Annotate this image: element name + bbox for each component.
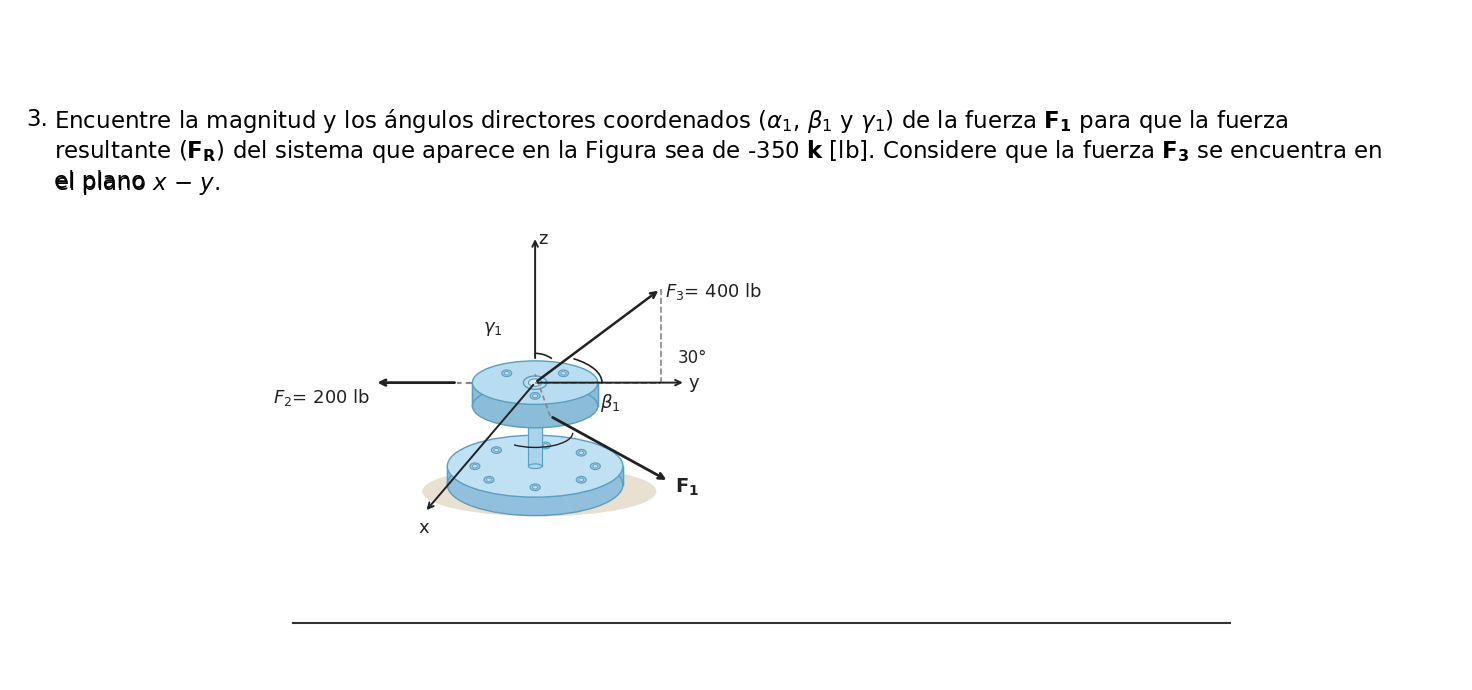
- Polygon shape: [447, 466, 623, 484]
- Ellipse shape: [533, 486, 537, 489]
- Ellipse shape: [447, 454, 623, 515]
- Text: $F_2$= 200 lb: $F_2$= 200 lb: [274, 387, 371, 408]
- Text: x: x: [418, 519, 428, 537]
- Ellipse shape: [533, 394, 537, 397]
- Ellipse shape: [470, 463, 480, 470]
- Text: 3.: 3.: [26, 108, 49, 131]
- Ellipse shape: [561, 372, 567, 375]
- Ellipse shape: [528, 464, 542, 469]
- Ellipse shape: [473, 361, 598, 404]
- Polygon shape: [528, 406, 542, 466]
- Text: $F_3$= 400 lb: $F_3$= 400 lb: [665, 281, 762, 302]
- Ellipse shape: [578, 478, 584, 482]
- Text: el plano: el plano: [54, 170, 153, 193]
- Text: resultante ($\mathbf{F_R}$) del sistema que aparece en la Figura sea de -350 $\m: resultante ($\mathbf{F_R}$) del sistema …: [54, 139, 1382, 166]
- Text: el plano $\mathit{x}$ $-$ $\mathit{y}$.: el plano $\mathit{x}$ $-$ $\mathit{y}$.: [54, 170, 221, 197]
- Ellipse shape: [576, 449, 586, 456]
- Ellipse shape: [524, 376, 546, 389]
- Text: $\alpha_1$: $\alpha_1$: [526, 430, 545, 448]
- Text: y: y: [689, 373, 699, 392]
- Ellipse shape: [590, 463, 601, 470]
- Ellipse shape: [530, 393, 540, 400]
- Text: $\gamma_1$: $\gamma_1$: [483, 320, 503, 339]
- Ellipse shape: [528, 379, 542, 386]
- Ellipse shape: [502, 370, 512, 377]
- Ellipse shape: [473, 464, 477, 468]
- Text: $\mathbf{F_1}$: $\mathbf{F_1}$: [674, 477, 699, 498]
- Ellipse shape: [486, 478, 492, 482]
- Ellipse shape: [447, 435, 623, 497]
- Text: 30°: 30°: [677, 349, 707, 367]
- Ellipse shape: [558, 370, 568, 377]
- Ellipse shape: [593, 464, 598, 468]
- Ellipse shape: [540, 442, 551, 448]
- Ellipse shape: [505, 372, 509, 375]
- Polygon shape: [473, 383, 598, 406]
- Ellipse shape: [473, 384, 598, 428]
- Ellipse shape: [495, 448, 499, 452]
- Ellipse shape: [578, 451, 584, 454]
- Ellipse shape: [576, 476, 586, 483]
- Text: $\beta_1$: $\beta_1$: [601, 392, 621, 414]
- Text: Encuentre la magnitud y los ángulos directores coordenados ($\alpha_1$, $\beta_1: Encuentre la magnitud y los ángulos dire…: [54, 107, 1288, 135]
- Ellipse shape: [422, 466, 657, 516]
- Ellipse shape: [530, 484, 540, 491]
- Ellipse shape: [492, 446, 502, 453]
- Ellipse shape: [484, 476, 495, 483]
- Text: z: z: [539, 230, 548, 248]
- Ellipse shape: [543, 444, 548, 447]
